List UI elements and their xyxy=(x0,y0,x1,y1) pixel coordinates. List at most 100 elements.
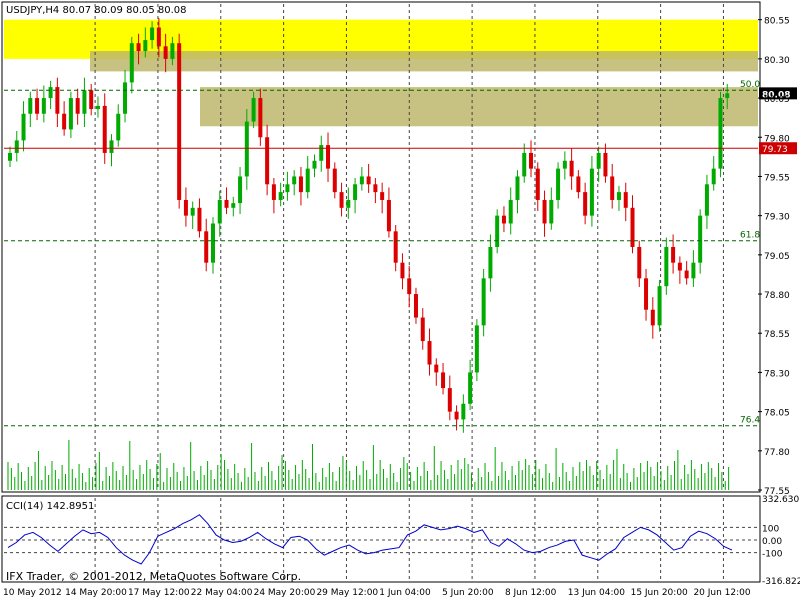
candle-body xyxy=(21,113,26,141)
x-tick-label: 29 May 12:00 xyxy=(316,588,378,598)
candle-body xyxy=(454,411,459,420)
candle-body xyxy=(48,87,53,99)
candle-body xyxy=(190,207,195,216)
x-tick-label: 15 Jun 20:00 xyxy=(631,588,688,598)
candle-body xyxy=(508,199,513,224)
candle-body xyxy=(420,317,425,342)
cci-tick-label: -100 xyxy=(762,550,783,560)
y-tick-label: 77.80 xyxy=(764,448,790,458)
candle-body xyxy=(224,199,229,208)
candle-body xyxy=(82,90,87,114)
candle-body xyxy=(413,294,418,318)
candle-body xyxy=(522,152,527,177)
candle-body xyxy=(244,121,249,177)
candle-body xyxy=(562,160,567,169)
candle-body xyxy=(278,192,283,200)
fib-level-label: 76.4 xyxy=(740,416,760,426)
candle-body xyxy=(671,247,676,263)
candle-body xyxy=(386,199,391,232)
candle-body xyxy=(41,98,46,114)
candle-body xyxy=(549,199,554,224)
x-tick-label: 5 Jun 20:00 xyxy=(442,588,494,598)
candle-body xyxy=(204,231,209,263)
candle-body xyxy=(129,43,134,83)
candle-body xyxy=(238,176,243,204)
cci-line xyxy=(7,514,733,565)
candle-body xyxy=(271,184,276,200)
candle-body xyxy=(481,278,486,326)
candle-body xyxy=(616,192,621,200)
candle-body xyxy=(326,145,331,169)
candle-body xyxy=(637,247,642,279)
candle-body xyxy=(95,105,100,110)
candle-body xyxy=(298,176,303,193)
candle-body xyxy=(346,199,351,208)
candle-body xyxy=(427,341,432,365)
candle-body xyxy=(8,152,12,161)
candle-body xyxy=(400,262,405,279)
candle-body xyxy=(603,152,608,177)
y-tick-label: 79.80 xyxy=(764,134,790,144)
candle-body xyxy=(136,43,141,52)
candle-body xyxy=(583,192,588,216)
candle-body xyxy=(589,168,594,216)
candle-body xyxy=(35,98,40,114)
candle-body xyxy=(210,223,215,263)
candle-body xyxy=(698,215,703,263)
x-tick-label: 20 Jun 12:00 xyxy=(693,588,750,598)
candle-body xyxy=(535,168,540,200)
candle-body xyxy=(495,215,500,247)
candle-body xyxy=(170,43,175,59)
x-tick-label: 22 May 04:00 xyxy=(191,588,253,598)
candle-body xyxy=(366,176,371,185)
candle-body xyxy=(109,140,114,153)
candle-body xyxy=(231,203,236,208)
candle-body xyxy=(644,278,649,310)
x-tick-label: 17 May 12:00 xyxy=(128,588,190,598)
cci-tick-label: 332.6307 xyxy=(762,495,800,505)
x-tick-label: 24 May 20:00 xyxy=(254,588,316,598)
candle-body xyxy=(319,145,324,161)
candle-body xyxy=(116,113,121,141)
y-tick-label: 79.05 xyxy=(764,252,790,262)
symbol-header: USDJPY,H4 80.07 80.09 80.05 80.08 xyxy=(6,5,187,16)
main-chart-panel xyxy=(1,1,761,493)
candle-body xyxy=(156,27,161,47)
fib-level-label: 61.8 xyxy=(740,231,760,241)
y-tick-label: 80.30 xyxy=(764,56,790,66)
candle-body xyxy=(657,286,662,326)
candle-body xyxy=(380,192,385,200)
levels-layer: 50.0 61.8 76.4 79.73 80.08 xyxy=(4,80,797,427)
candle-body xyxy=(251,98,256,122)
candle-body xyxy=(461,403,466,420)
candle-body xyxy=(468,372,473,404)
candle-body xyxy=(305,168,310,193)
candle-body xyxy=(664,247,669,287)
candle-body xyxy=(393,231,398,263)
zone-olive-resistance xyxy=(200,87,758,127)
candle-body xyxy=(501,215,506,224)
candle-body xyxy=(434,364,439,373)
candle-body xyxy=(68,98,73,130)
candle-body xyxy=(123,82,128,114)
candle-body xyxy=(718,98,723,169)
fib-level-label: 50.0 xyxy=(740,80,760,90)
candle-body xyxy=(447,388,452,412)
candle-body xyxy=(441,372,446,389)
zone-grey-band xyxy=(90,51,758,72)
candle-body xyxy=(197,207,202,232)
candle-body xyxy=(677,262,682,271)
candle-body xyxy=(332,168,337,193)
candle-body xyxy=(339,192,344,208)
candle-body xyxy=(14,140,19,153)
candle-body xyxy=(292,176,297,185)
candle-body xyxy=(163,46,168,59)
cci-panel xyxy=(1,495,761,583)
candle-body xyxy=(312,160,317,169)
candle-body xyxy=(28,98,33,114)
candle-body xyxy=(150,27,155,41)
candle-body xyxy=(704,184,709,216)
candle-body xyxy=(143,40,148,52)
candle-body xyxy=(89,90,94,110)
candle-body xyxy=(183,199,188,216)
